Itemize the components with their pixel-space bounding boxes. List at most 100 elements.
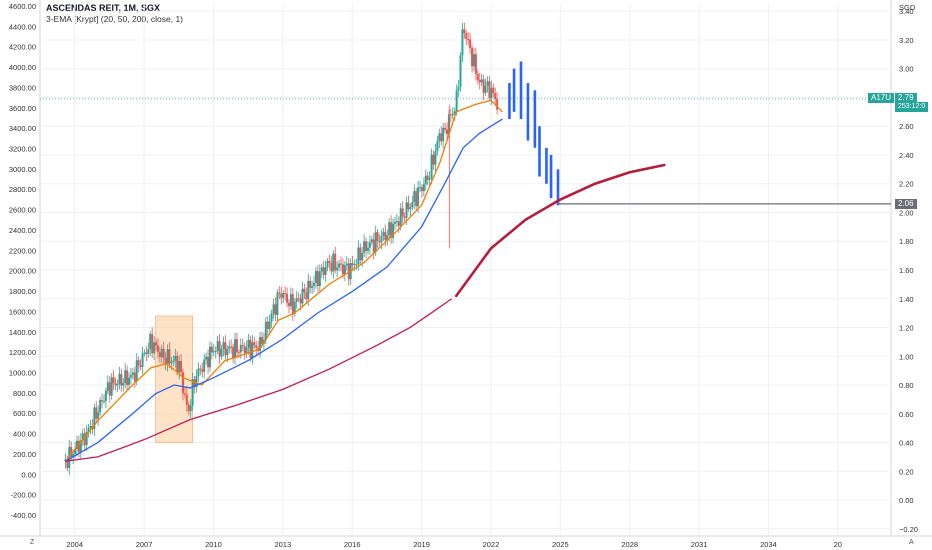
candle-body — [330, 262, 333, 272]
candle-body — [334, 253, 337, 271]
candle-body — [336, 267, 339, 271]
candle-body — [426, 175, 429, 180]
candle-body — [102, 401, 105, 403]
candle-body — [434, 151, 437, 165]
chart-header: ASCENDAS REIT, 1M, SGX 3-EMA [Krypt] (20… — [46, 3, 183, 25]
candle-body — [461, 29, 464, 56]
candle-body — [164, 357, 167, 365]
candle-body — [114, 383, 117, 386]
candle-body — [386, 235, 389, 241]
right-tick-label: 0.20 — [899, 467, 914, 476]
candle-body — [353, 264, 356, 266]
candle-body — [228, 346, 231, 349]
candle-body — [212, 351, 215, 353]
candle-body — [220, 349, 223, 357]
x-tick-label: 2016 — [344, 540, 361, 549]
left-tick-label: -200.00 — [11, 491, 36, 500]
chart-title: ASCENDAS REIT, 1M, SGX — [46, 3, 161, 13]
x-tick-label: 2007 — [136, 540, 153, 549]
candle-body — [241, 345, 244, 347]
candle-body — [449, 114, 452, 116]
candle-body — [149, 333, 152, 350]
candle-body — [484, 85, 487, 93]
candle-body — [137, 360, 140, 366]
symbol-badge: A17U — [868, 92, 895, 103]
candle-body — [430, 154, 433, 179]
right-tick-label: 3.40 — [899, 7, 914, 16]
candle-body — [235, 339, 238, 353]
candle-body — [486, 81, 489, 86]
candle-body — [120, 374, 123, 386]
candle-body — [193, 379, 196, 388]
right-tick-label: 2.00 — [899, 208, 914, 217]
candle-body — [166, 349, 169, 365]
ema-line-ema20 — [64, 99, 503, 462]
candle-body — [307, 280, 310, 300]
candle-body — [422, 184, 425, 192]
candle-body — [492, 87, 495, 94]
candle-body — [291, 294, 294, 314]
candle-body — [465, 33, 468, 39]
candle-body — [314, 270, 317, 283]
candle-body — [455, 90, 458, 112]
candle-body — [129, 374, 132, 378]
candle-body — [185, 394, 188, 405]
candle-body — [303, 288, 306, 293]
candle-body — [388, 222, 391, 236]
candle-body — [218, 341, 221, 357]
candle-body — [259, 337, 262, 351]
candle-body — [128, 377, 131, 385]
right-tick-label: 3.20 — [899, 36, 914, 45]
candle-body — [428, 178, 431, 180]
timezone-corner[interactable]: Z — [30, 539, 35, 546]
left-tick-label: 3600.00 — [9, 104, 36, 113]
candle-body — [343, 265, 346, 275]
candle-body — [66, 459, 69, 468]
left-tick-label: 1200.00 — [9, 348, 36, 357]
x-tick-label: 2004 — [66, 540, 83, 549]
candle-body — [110, 377, 113, 396]
candle-body — [97, 412, 100, 419]
candle-body — [99, 400, 102, 413]
candle-body — [93, 407, 96, 430]
candle-body — [155, 342, 158, 346]
candle-body — [230, 346, 233, 348]
x-tick-label: 2028 — [621, 540, 638, 549]
candle-body — [405, 202, 408, 218]
candle-body — [338, 263, 341, 268]
candle-body — [272, 304, 275, 314]
candle-body — [151, 333, 154, 354]
candle-body — [108, 382, 111, 396]
candle-body — [496, 99, 499, 110]
x-tick-label: 20 — [834, 540, 842, 549]
x-tick-label: 2022 — [483, 540, 500, 549]
right-tick-label: 1.80 — [899, 237, 914, 246]
left-tick-label: 800.00 — [13, 389, 36, 398]
auto-scale-corner[interactable]: A — [909, 539, 914, 546]
candle-body — [147, 349, 150, 355]
candle-body — [332, 253, 335, 272]
candle-body — [162, 348, 165, 358]
candle-body — [340, 263, 343, 265]
right-tick-label: 2.20 — [899, 180, 914, 189]
candle-body — [278, 292, 281, 294]
candle-body — [366, 247, 369, 251]
candle-body — [280, 293, 283, 298]
candle-body — [187, 404, 190, 412]
candle-body — [203, 359, 206, 372]
right-tick-label: 1.40 — [899, 295, 914, 304]
candle-body — [363, 241, 366, 253]
candle-body — [318, 271, 321, 287]
candle-body — [89, 425, 92, 429]
candle-body — [183, 393, 186, 395]
candle-body — [365, 241, 368, 251]
left-tick-label: 2400.00 — [9, 226, 36, 235]
candle-body — [415, 191, 418, 207]
candle-body — [401, 208, 404, 217]
indicator-label[interactable]: 3-EMA [Krypt] (20, 50, 200, close, 1) — [46, 14, 184, 24]
left-tick-label: 3400.00 — [9, 124, 36, 133]
candle-body — [266, 321, 269, 330]
candle-body — [85, 432, 88, 446]
right-tick-label: 2.40 — [899, 151, 914, 160]
